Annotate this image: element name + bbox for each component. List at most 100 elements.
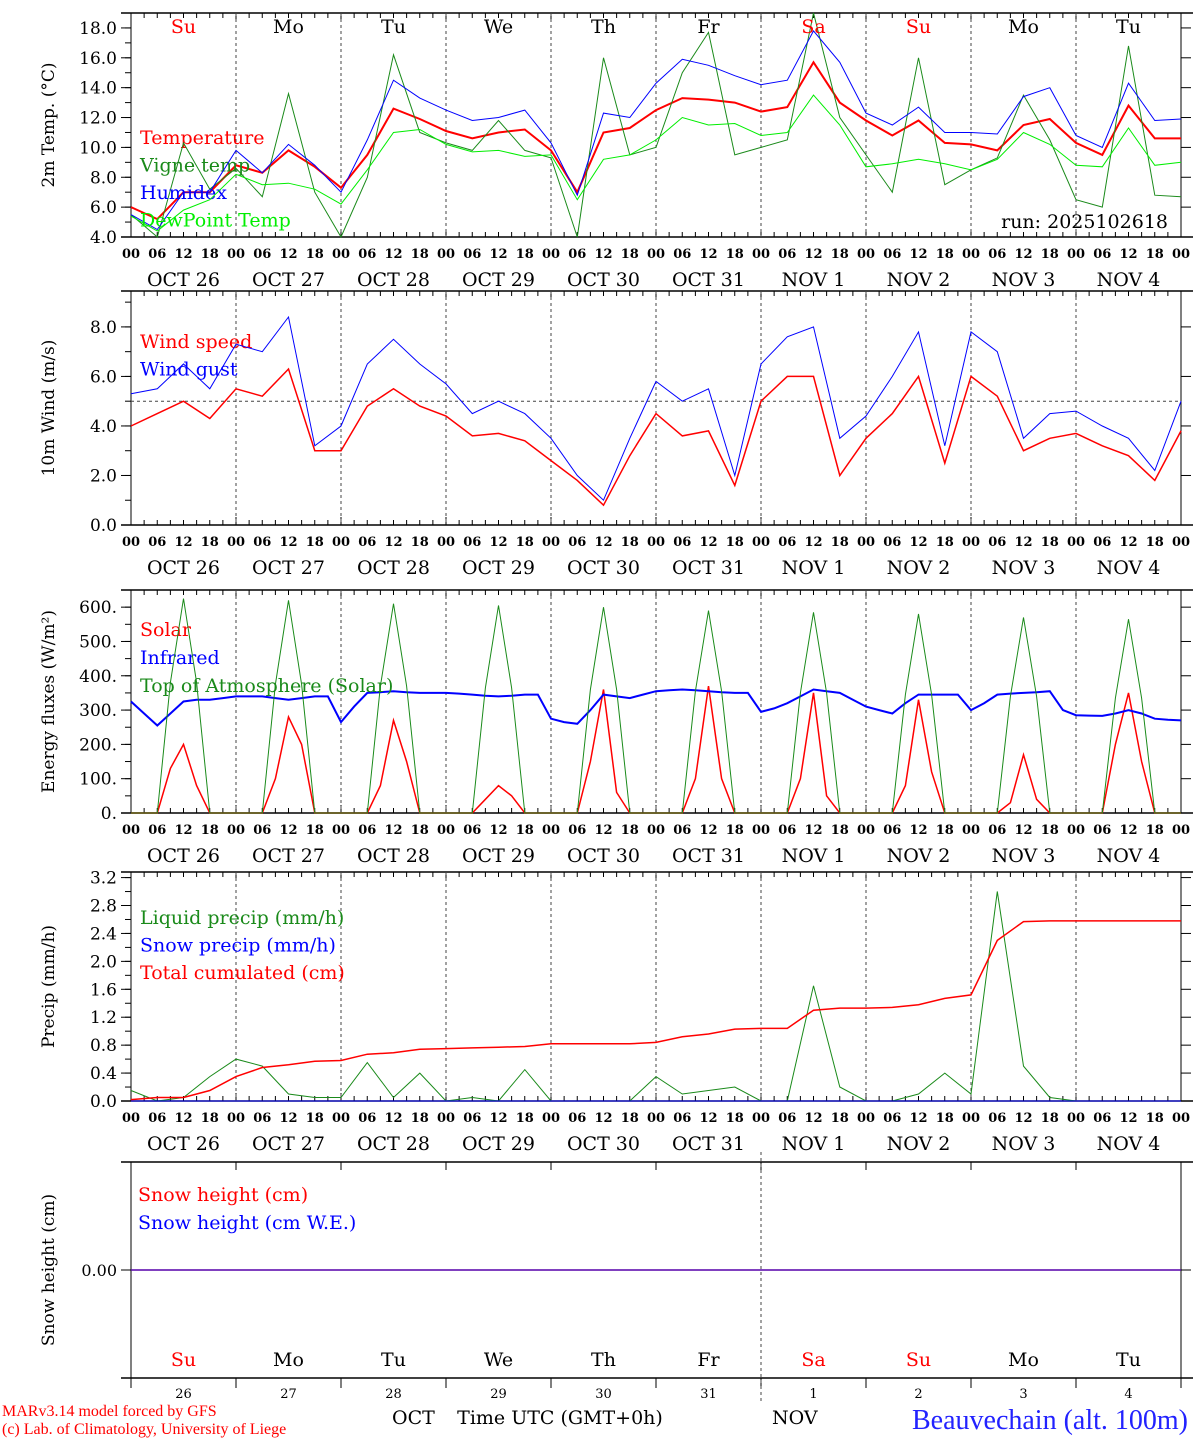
series-line-liquid-precip-mm-h- xyxy=(130,891,1181,1102)
legend-entry: DewPoint Temp xyxy=(140,210,291,232)
x-date-label: NOV 3 xyxy=(992,269,1056,291)
x-hour-label: 00 xyxy=(752,1111,770,1126)
y-axis-title: Precip (mm/h) xyxy=(39,925,59,1048)
x-hour-label: 18 xyxy=(516,1111,534,1126)
x-date-label: OCT 30 xyxy=(567,557,640,579)
x-hour-label: 12 xyxy=(1014,1111,1032,1126)
y-tick-label: 0.00 xyxy=(81,1261,117,1280)
x-date-label: OCT 29 xyxy=(462,845,535,867)
x-hour-label: 18 xyxy=(1146,823,1164,838)
y-tick-label: 18.0 xyxy=(79,19,117,39)
x-date-label: NOV 3 xyxy=(992,1133,1056,1155)
x-hour-label: 06 xyxy=(148,535,166,550)
x-hour-label: 00 xyxy=(962,535,980,550)
x-date-label: OCT 27 xyxy=(252,1133,325,1155)
x-date-label: OCT 28 xyxy=(357,845,430,867)
x-hour-label: 06 xyxy=(463,247,481,262)
x-hour-label: 12 xyxy=(279,823,297,838)
x-hour-label: 12 xyxy=(1119,247,1137,262)
series-line-wind-speed xyxy=(130,367,1182,507)
x-hour-label: 12 xyxy=(909,1111,927,1126)
day-name-label: Tu xyxy=(381,16,406,38)
x-axis-title: Time UTC (GMT+0h) xyxy=(457,1407,663,1429)
x-hour-label: 00 xyxy=(332,823,350,838)
x-date-label: OCT 31 xyxy=(672,1133,745,1155)
day-name-label: We xyxy=(484,1349,513,1371)
x-hour-label: 00 xyxy=(227,1111,245,1126)
x-hour-label: 18 xyxy=(1041,247,1059,262)
legend-entry: Top of Atmosphere (Solar) xyxy=(140,675,393,697)
x-hour-label: 00 xyxy=(857,535,875,550)
x-date-label: NOV 2 xyxy=(887,269,951,291)
x-hour-label: 06 xyxy=(148,823,166,838)
y-tick-label: 2.4 xyxy=(90,924,117,944)
x-hour-label: 06 xyxy=(358,535,376,550)
legend-entry: Infrared xyxy=(140,647,220,669)
x-hour-label: 00 xyxy=(542,535,560,550)
x-hour-label: 18 xyxy=(201,1111,219,1126)
x-date-label: NOV 4 xyxy=(1097,845,1161,867)
x-date-label: OCT 30 xyxy=(567,845,640,867)
x-hour-label: 12 xyxy=(699,1111,717,1126)
y-tick-label: 500. xyxy=(79,632,117,652)
x-hour-label: 18 xyxy=(831,1111,849,1126)
legend-entry: Snow height (cm W.E.) xyxy=(138,1212,356,1234)
y-tick-label: 0.4 xyxy=(90,1064,117,1084)
x-hour-label: 06 xyxy=(358,247,376,262)
x-hour-label: 06 xyxy=(778,247,796,262)
day-name-label: Su xyxy=(906,1349,931,1371)
x-date-label: NOV 4 xyxy=(1097,1133,1161,1155)
y-tick-label: 14.0 xyxy=(79,79,117,99)
x-hour-label: 18 xyxy=(726,247,744,262)
x-hour-label: 06 xyxy=(673,535,691,550)
x-hour-label: 00 xyxy=(542,1111,560,1126)
x-hour-label: 12 xyxy=(594,1111,612,1126)
y-axis-title: 2m Temp. (°C) xyxy=(39,62,59,187)
x-hour-label: 12 xyxy=(1119,1111,1137,1126)
x-date-label: NOV 2 xyxy=(887,557,951,579)
series-line-vigne-temp xyxy=(130,12,1182,239)
x-hour-label: 00 xyxy=(752,823,770,838)
x-hour-label: 18 xyxy=(726,535,744,550)
y-tick-label: 8.0 xyxy=(90,318,117,338)
x-date-label: OCT 26 xyxy=(147,557,220,579)
x-hour-label: 06 xyxy=(253,823,271,838)
x-hour-label: 00 xyxy=(227,535,245,550)
x-hour-label: 12 xyxy=(384,1111,402,1126)
x-hour-label: 12 xyxy=(594,535,612,550)
x-date-label: OCT 30 xyxy=(567,1133,640,1155)
x-hour-label: 00 xyxy=(227,247,245,262)
x-hour-label: 18 xyxy=(516,247,534,262)
x-day-number: 26 xyxy=(175,1387,192,1402)
x-hour-label: 12 xyxy=(384,535,402,550)
x-hour-label: 00 xyxy=(1172,1111,1190,1126)
x-date-label: OCT 31 xyxy=(672,269,745,291)
series-line-humidex xyxy=(130,30,1182,231)
x-hour-label: 12 xyxy=(909,823,927,838)
x-hour-label: 06 xyxy=(1093,247,1111,262)
x-hour-label: 06 xyxy=(778,1111,796,1126)
x-hour-label: 00 xyxy=(1172,535,1190,550)
x-hour-label: 06 xyxy=(148,247,166,262)
x-hour-label: 18 xyxy=(1041,823,1059,838)
x-hour-label: 18 xyxy=(516,823,534,838)
y-tick-label: 200. xyxy=(79,735,117,755)
x-hour-label: 18 xyxy=(621,823,639,838)
x-hour-label: 00 xyxy=(437,535,455,550)
x-hour-label: 06 xyxy=(883,823,901,838)
x-hour-label: 12 xyxy=(804,1111,822,1126)
x-date-label: OCT 29 xyxy=(462,1133,535,1155)
x-hour-label: 00 xyxy=(647,535,665,550)
y-tick-label: 0.0 xyxy=(90,1092,117,1112)
x-hour-label: 00 xyxy=(332,247,350,262)
x-hour-label: 18 xyxy=(1146,1111,1164,1126)
x-hour-label: 18 xyxy=(936,1111,954,1126)
x-date-label: OCT 31 xyxy=(672,845,745,867)
x-day-number: 31 xyxy=(700,1387,717,1402)
y-tick-label: 16.0 xyxy=(79,49,117,69)
x-hour-label: 00 xyxy=(647,823,665,838)
x-hour-label: 06 xyxy=(253,1111,271,1126)
x-hour-label: 06 xyxy=(988,247,1006,262)
x-hour-label: 18 xyxy=(306,535,324,550)
x-hour-label: 00 xyxy=(542,823,560,838)
